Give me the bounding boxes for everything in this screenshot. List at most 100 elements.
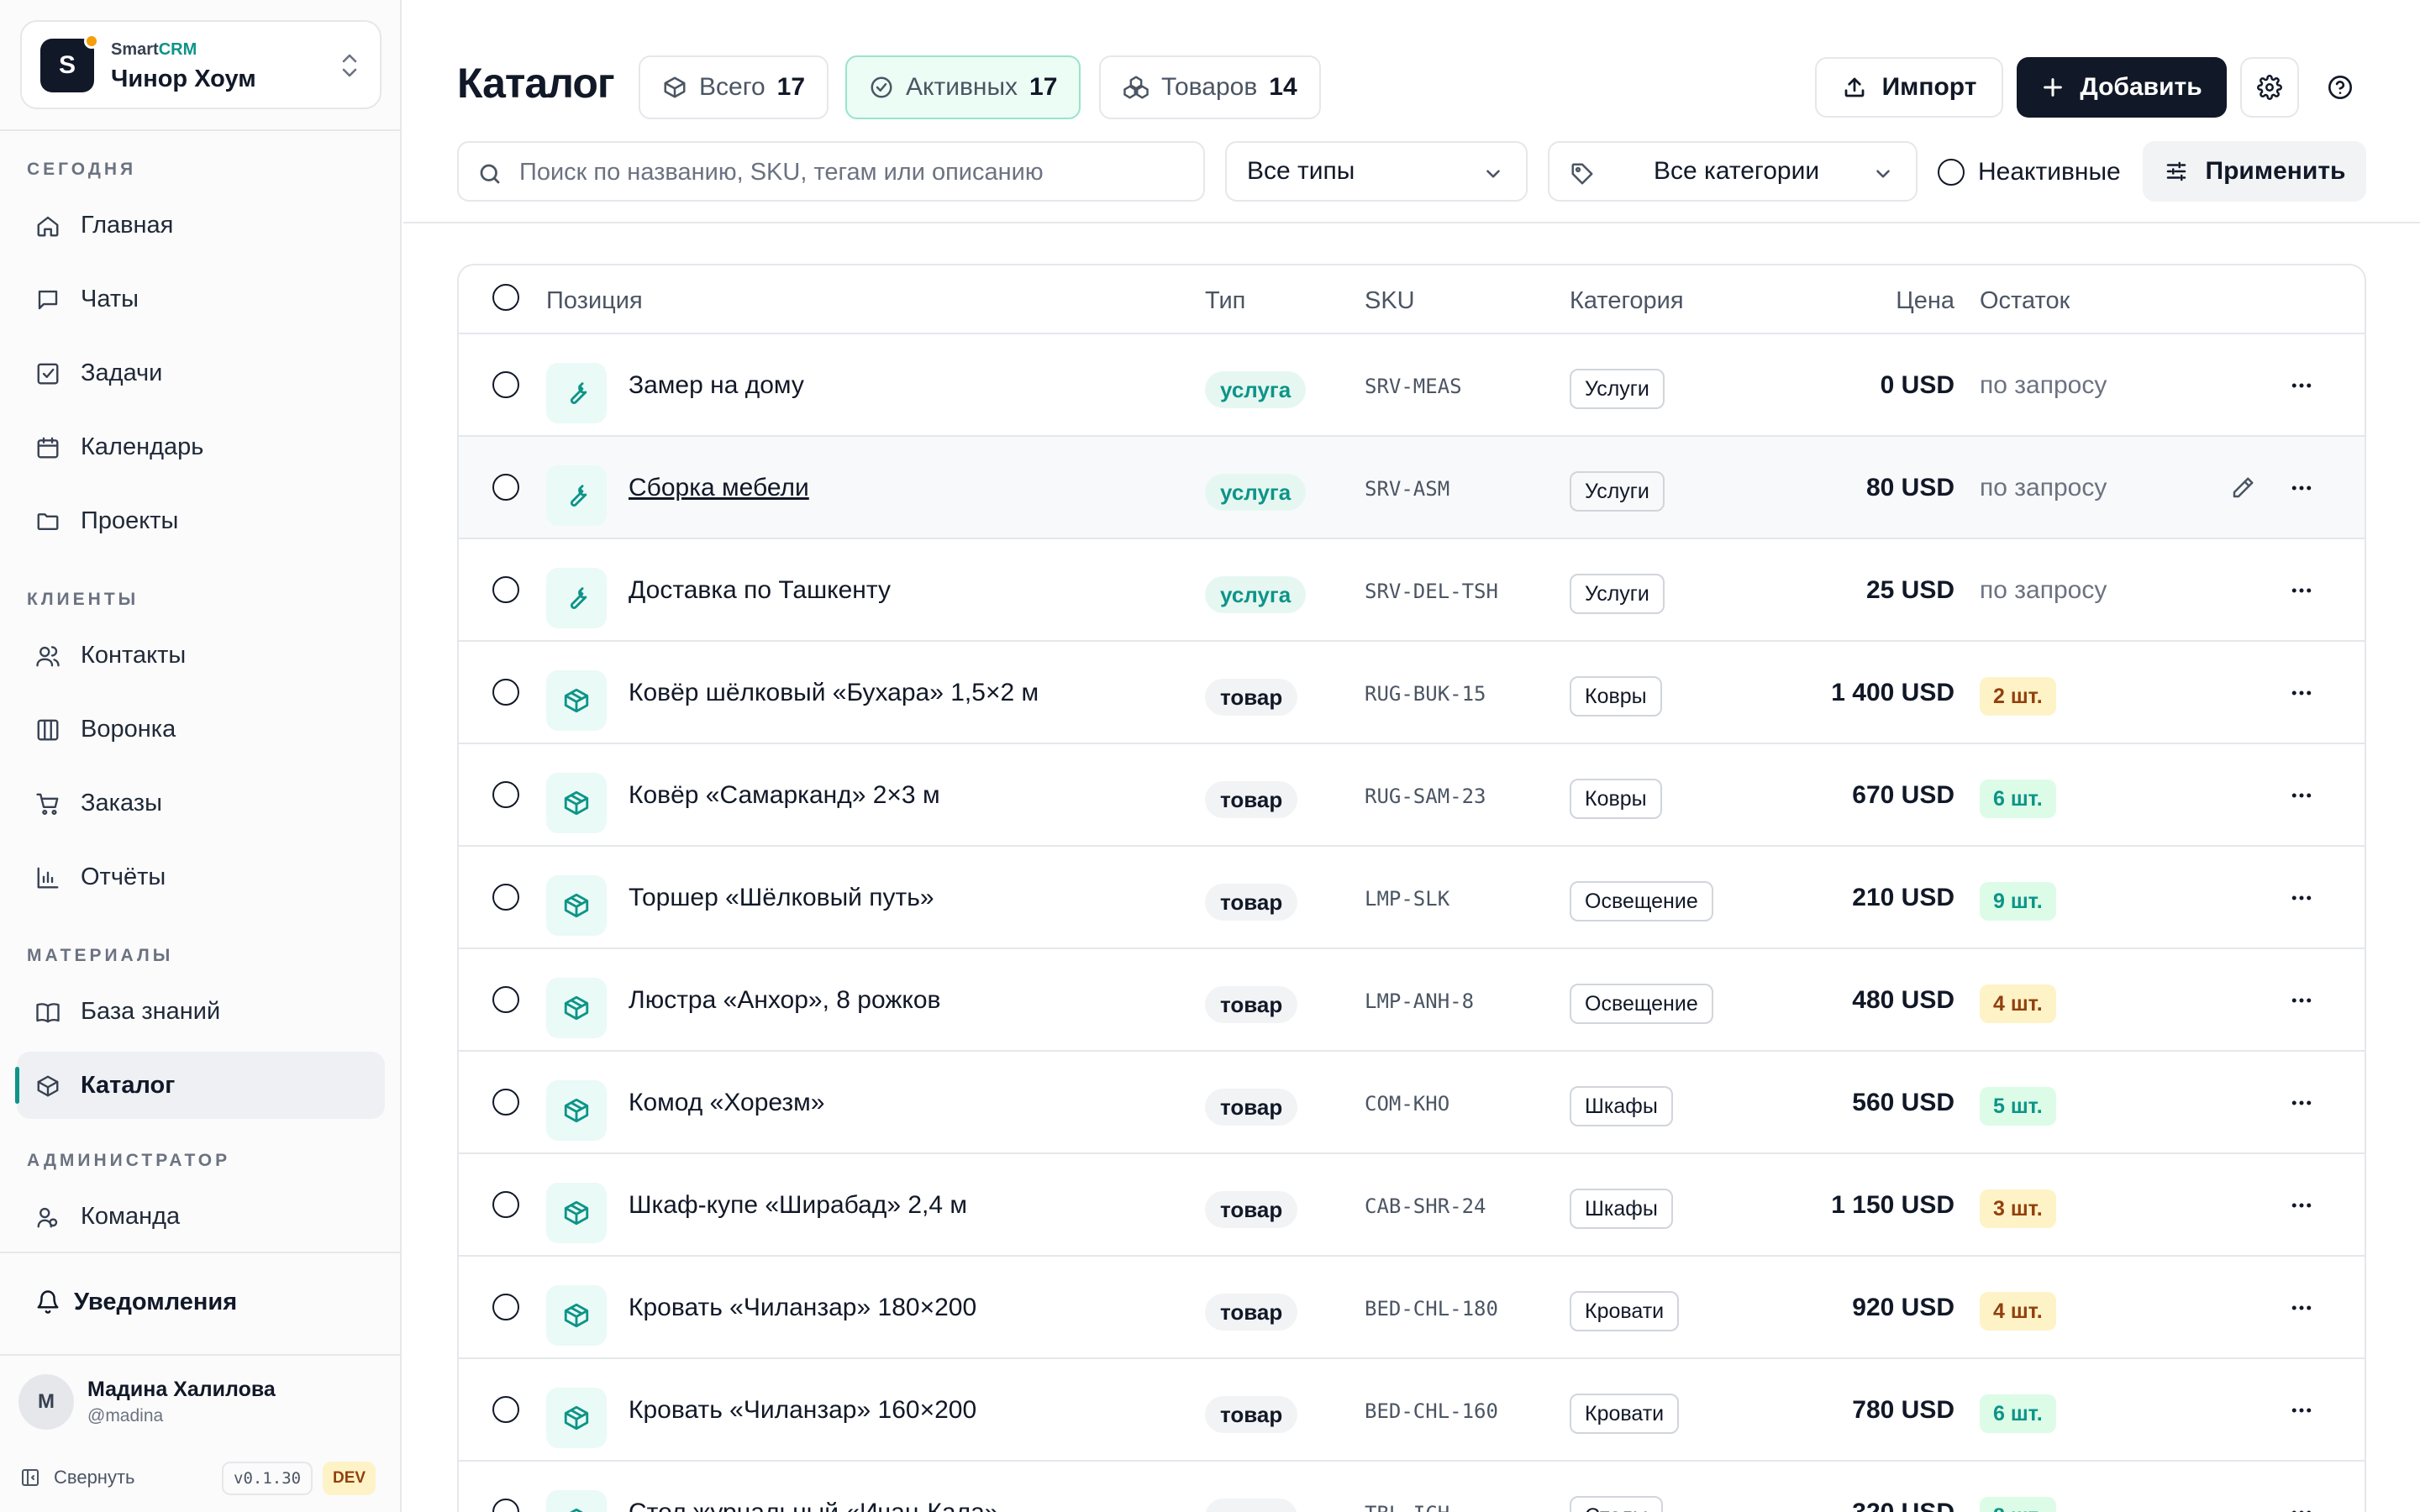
more-icon[interactable] <box>2289 475 2314 501</box>
sidebar-section-title: КЛИЕНТЫ <box>27 590 139 609</box>
sidebar-item[interactable]: Задачи <box>17 339 385 407</box>
inactive-label: Неактивные <box>1978 158 2121 186</box>
sidebar-item[interactable]: Заказы <box>17 769 385 837</box>
row-checkbox[interactable] <box>492 781 519 808</box>
column-category[interactable]: Категория <box>1570 287 1684 314</box>
row-checkbox[interactable] <box>492 986 519 1013</box>
more-icon[interactable] <box>2289 1090 2314 1116</box>
item-name-link[interactable]: Шкаф-купе «Ширабад» 2,4 м <box>629 1191 968 1219</box>
row-checkbox[interactable] <box>492 1089 519 1116</box>
item-name-link[interactable]: Кровать «Чиланзар» 180×200 <box>629 1294 977 1321</box>
item-name-link[interactable]: Ковёр шёлковый «Бухара» 1,5×2 м <box>629 679 1039 706</box>
table-row[interactable]: Доставка по Ташкенту услуга SRV-DEL-TSH Усл… <box>459 539 2365 642</box>
column-type[interactable]: Тип <box>1205 287 1246 314</box>
sku-value: SRV-DEL-TSH <box>1365 580 1498 603</box>
row-checkbox[interactable] <box>492 679 519 706</box>
row-checkbox[interactable] <box>492 371 519 398</box>
sidebar-item[interactable]: Главная <box>17 192 385 259</box>
import-button[interactable]: Импорт <box>1815 57 2003 118</box>
type-select[interactable]: Все типы <box>1225 141 1528 202</box>
org-switcher[interactable]: S SmartCRM Чинор Хоум <box>20 20 381 109</box>
notifications-button[interactable]: Уведомления <box>17 1270 385 1334</box>
row-checkbox[interactable] <box>492 884 519 911</box>
item-name-link[interactable]: Комод «Хорезм» <box>629 1089 825 1116</box>
sidebar-item[interactable]: Чаты <box>17 265 385 333</box>
item-name-link[interactable]: Торшер «Шёлковый путь» <box>629 884 934 911</box>
add-button[interactable]: Добавить <box>2017 57 2227 118</box>
row-checkbox[interactable] <box>492 1499 519 1512</box>
select-all-checkbox[interactable] <box>492 284 519 311</box>
column-stock[interactable]: Остаток <box>1980 287 2070 314</box>
org-status-dot <box>84 34 99 49</box>
column-position[interactable]: Позиция <box>546 287 643 314</box>
sidebar-item[interactable]: Воронка <box>17 696 385 763</box>
table-row[interactable]: Кровать «Чиланзар» 180×200 товар BED-CHL-1… <box>459 1257 2365 1359</box>
collapse-label: Свернуть <box>54 1467 135 1488</box>
stat-products[interactable]: Товаров 14 <box>1099 55 1321 119</box>
item-name-link[interactable]: Доставка по Ташкенту <box>629 576 891 604</box>
more-icon[interactable] <box>2289 578 2314 603</box>
collapse-sidebar-button[interactable]: Свернуть <box>20 1467 135 1488</box>
column-price[interactable]: Цена <box>1896 287 1954 314</box>
stat-active[interactable]: Активных 17 <box>845 55 1081 119</box>
table-row[interactable]: Ковёр «Самарканд» 2×3 м товар RUG-SAM-23 Ко… <box>459 744 2365 847</box>
sidebar-item[interactable]: Команда <box>17 1183 385 1250</box>
more-icon[interactable] <box>2289 680 2314 706</box>
sidebar-item[interactable]: Календарь <box>17 413 385 480</box>
more-icon[interactable] <box>2289 988 2314 1013</box>
more-icon[interactable] <box>2289 783 2314 808</box>
org-logo: S <box>40 39 94 92</box>
row-checkbox[interactable] <box>492 1396 519 1423</box>
table-row[interactable]: Ковёр шёлковый «Бухара» 1,5×2 м товар RUG-… <box>459 642 2365 744</box>
sidebar-section-title: МАТЕРИАЛЫ <box>27 946 174 965</box>
sidebar-item-label: Контакты <box>81 641 187 669</box>
column-sku[interactable]: SKU <box>1365 287 1415 314</box>
help-button[interactable] <box>2311 57 2370 118</box>
sidebar-item[interactable]: Отчёты <box>17 843 385 911</box>
more-icon[interactable] <box>2289 1295 2314 1320</box>
edit-icon[interactable] <box>2230 475 2255 501</box>
table-row[interactable]: Сборка мебели услуга SRV-ASM Услуги 80 USD по… <box>459 437 2365 539</box>
sidebar-item-label: Чаты <box>81 285 139 312</box>
apply-button[interactable]: Применить <box>2143 141 2366 202</box>
more-icon[interactable] <box>2289 885 2314 911</box>
bell-icon <box>37 1290 59 1314</box>
user-handle: @madina <box>87 1406 164 1425</box>
more-icon[interactable] <box>2289 1193 2314 1218</box>
item-name-link[interactable]: Ковёр «Самарканд» 2×3 м <box>629 781 940 809</box>
stat-products-value: 14 <box>1269 73 1297 101</box>
row-checkbox[interactable] <box>492 474 519 501</box>
avatar[interactable]: M <box>18 1374 74 1430</box>
row-checkbox[interactable] <box>492 1294 519 1320</box>
search-input[interactable] <box>519 155 1192 190</box>
sidebar-item[interactable]: Проекты <box>17 487 385 554</box>
sidebar-item-label: Задачи <box>81 359 163 386</box>
table-row[interactable]: Стол журнальный «Ичан-Кала» товар TBL-ICH С… <box>459 1462 2365 1512</box>
item-name-link[interactable]: Люстра «Анхор», 8 рожков <box>629 986 941 1014</box>
more-icon[interactable] <box>2289 1398 2314 1423</box>
table-row[interactable]: Комод «Хорезм» товар COM-KHO Шкафы 560 USD 5 … <box>459 1052 2365 1154</box>
table-row[interactable]: Замер на дому услуга SRV-MEAS Услуги 0 USD по… <box>459 334 2365 437</box>
table-row[interactable]: Кровать «Чиланзар» 160×200 товар BED-CHL-1… <box>459 1359 2365 1462</box>
more-icon[interactable] <box>2289 373 2314 398</box>
item-name-link[interactable]: Замер на дому <box>629 371 804 399</box>
category-select[interactable]: Все категории <box>1548 141 1918 202</box>
more-icon[interactable] <box>2289 1500 2314 1512</box>
stat-total[interactable]: Всего 17 <box>639 55 829 119</box>
table-row[interactable]: Шкаф-купе «Ширабад» 2,4 м товар CAB-SHR-24… <box>459 1154 2365 1257</box>
sidebar-item[interactable]: База знаний <box>17 978 385 1045</box>
item-name-link[interactable]: Стол журнальный «Ичан-Кала» <box>629 1499 998 1512</box>
item-name-link[interactable]: Сборка мебели <box>629 474 809 501</box>
row-checkbox[interactable] <box>492 576 519 603</box>
table-row[interactable]: Люстра «Анхор», 8 рожков товар LMP-ANH-8 Ос… <box>459 949 2365 1052</box>
sidebar-item[interactable]: Каталог <box>15 1052 385 1119</box>
sidebar-item[interactable]: Контакты <box>17 622 385 689</box>
row-checkbox[interactable] <box>492 1191 519 1218</box>
inactive-filter[interactable]: Неактивные <box>1938 158 2121 186</box>
stat-active-label: Активных <box>906 73 1018 101</box>
settings-button[interactable] <box>2240 57 2299 118</box>
book-icon <box>36 1003 60 1023</box>
table-row[interactable]: Торшер «Шёлковый путь» товар LMP-SLK Освеще… <box>459 847 2365 949</box>
inactive-checkbox[interactable] <box>1938 159 1965 186</box>
item-name-link[interactable]: Кровать «Чиланзар» 160×200 <box>629 1396 977 1424</box>
